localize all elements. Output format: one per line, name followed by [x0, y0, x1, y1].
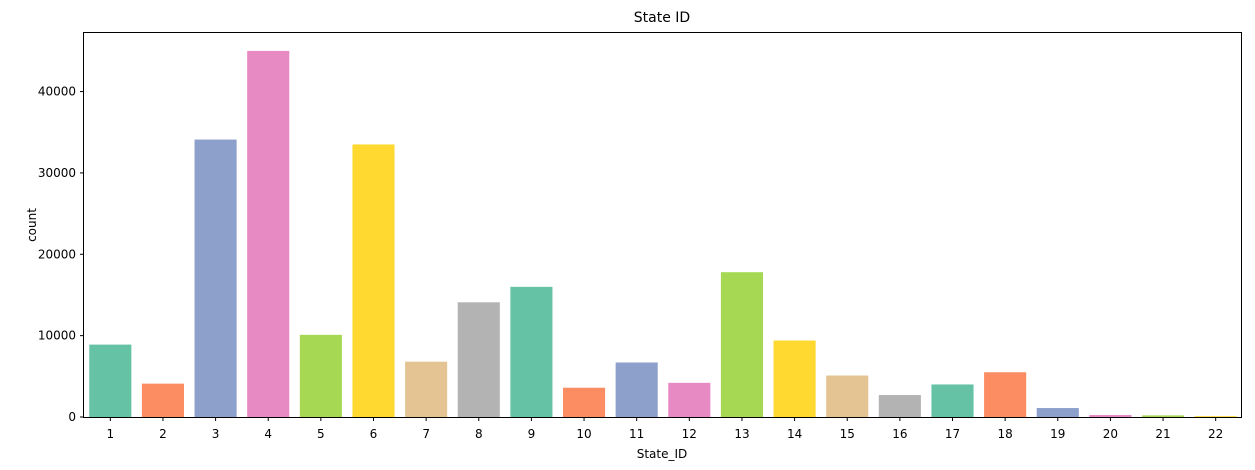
x-axis-label: State_ID	[637, 447, 688, 461]
x-tick-label: 1	[106, 427, 114, 441]
x-tick-label: 22	[1208, 427, 1223, 441]
x-tick-label: 21	[1155, 427, 1170, 441]
x-tick-label: 18	[997, 427, 1012, 441]
bar-8	[457, 302, 500, 417]
x-tick-label: 12	[682, 427, 697, 441]
bar-15	[826, 375, 869, 417]
bar-3	[194, 139, 237, 417]
y-axis-label: count	[25, 208, 39, 242]
y-tick-label: 20000	[38, 247, 76, 261]
bar-11	[615, 362, 658, 417]
bar-14	[773, 340, 816, 417]
x-axis-ticks: 1 2 3 4 5 6 7 8 9 10 11 12 13 14 15 16 17 18 19 20 21 22	[106, 417, 1223, 441]
x-tick-label: 10	[576, 427, 591, 441]
bar-5	[299, 334, 342, 417]
bar-7	[405, 361, 448, 417]
plot-frame	[83, 32, 1242, 418]
x-tick-label: 15	[840, 427, 855, 441]
bar-17	[931, 384, 974, 417]
x-tick-label: 6	[370, 427, 378, 441]
x-tick-label: 11	[629, 427, 644, 441]
bar-20	[1089, 414, 1132, 417]
y-tick-label: 0	[68, 410, 76, 424]
x-tick-label: 13	[734, 427, 749, 441]
x-tick-label: 17	[945, 427, 960, 441]
x-tick-label: 16	[892, 427, 907, 441]
bar-21	[1141, 415, 1185, 417]
bar-19	[1036, 408, 1079, 417]
bar-22	[1194, 416, 1237, 417]
x-tick-label: 19	[1050, 427, 1065, 441]
x-tick-label: 5	[317, 427, 325, 441]
x-tick-label: 7	[422, 427, 430, 441]
x-tick-label: 20	[1103, 427, 1118, 441]
x-tick-label: 8	[475, 427, 483, 441]
y-tick-label: 10000	[38, 329, 76, 343]
y-tick-label: 30000	[38, 166, 76, 180]
bar-9	[510, 286, 553, 417]
x-tick-label: 4	[264, 427, 272, 441]
x-tick-label: 3	[212, 427, 220, 441]
chart-title: State ID	[634, 10, 690, 26]
bar-10	[562, 387, 606, 417]
x-tick-label: 9	[528, 427, 536, 441]
x-tick-label: 2	[159, 427, 167, 441]
bar-18	[984, 372, 1027, 417]
y-tick-label: 40000	[38, 85, 76, 99]
bar-1	[89, 344, 132, 417]
bar-6	[352, 144, 395, 417]
bar-2	[141, 383, 185, 417]
bars-group	[89, 50, 1237, 417]
y-axis-ticks: 0 10000 20000 30000 40000	[38, 85, 84, 424]
bar-12	[668, 382, 711, 417]
bar-13	[720, 272, 764, 417]
bar-16	[878, 395, 921, 417]
x-tick-label: 14	[787, 427, 802, 441]
bar-4	[247, 50, 290, 417]
